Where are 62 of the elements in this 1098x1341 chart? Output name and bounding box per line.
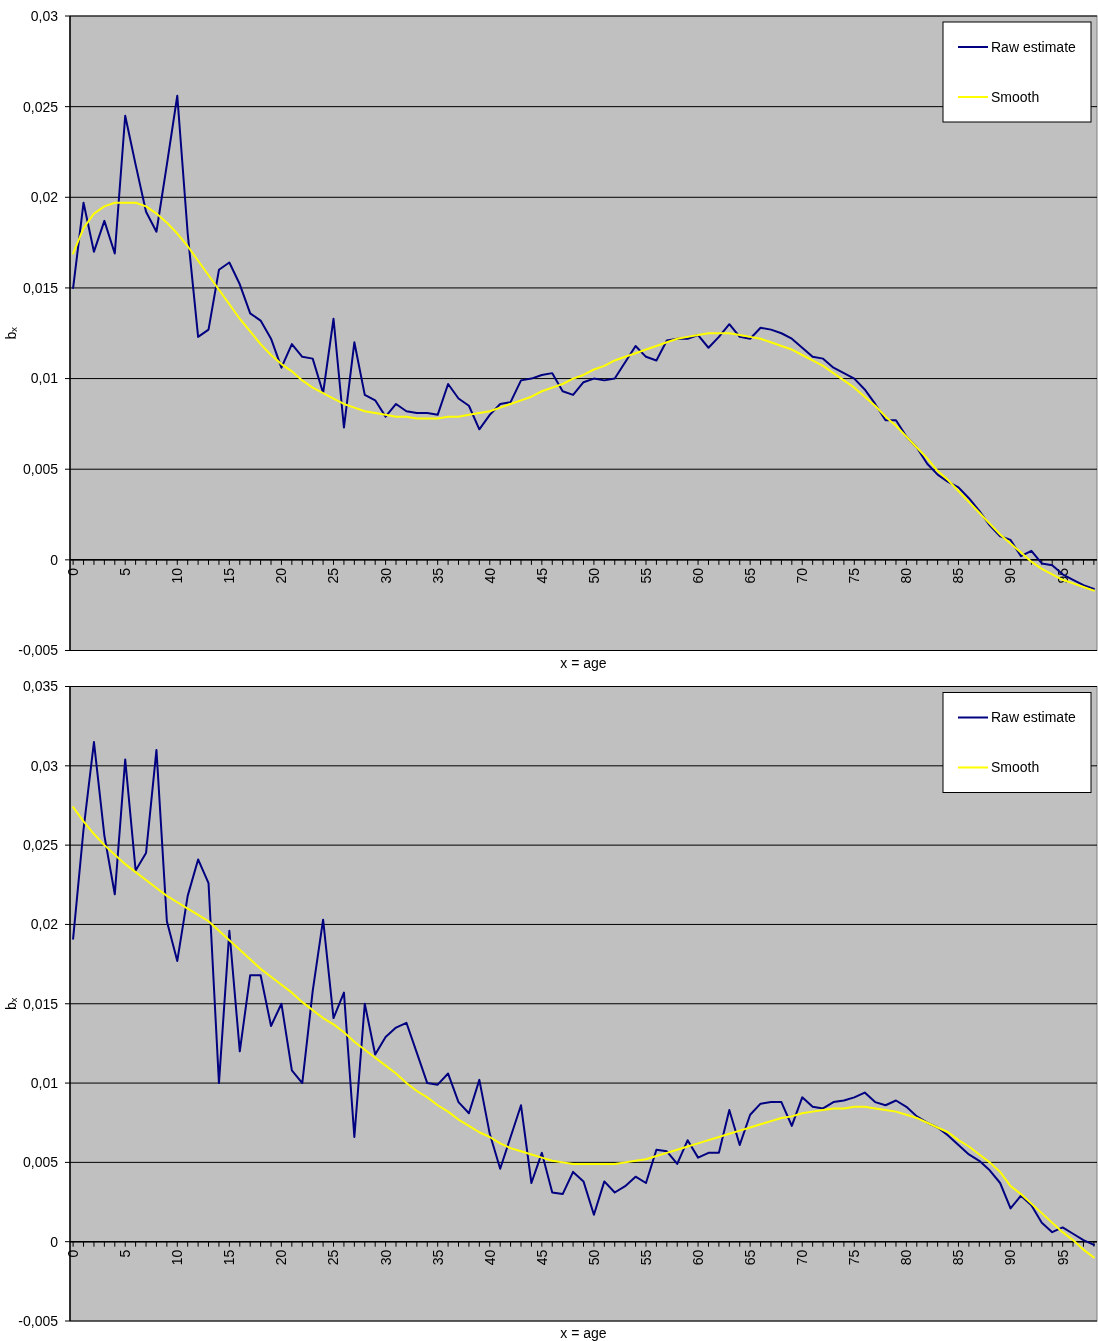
y-tick-label: 0,02 xyxy=(30,916,59,933)
x-tick-label: 60 xyxy=(689,567,706,584)
x-tick-label: 85 xyxy=(950,567,967,584)
legend-label: Smooth xyxy=(991,759,1040,776)
y-tick-label: 0,025 xyxy=(22,837,59,854)
legend-label: Smooth xyxy=(991,88,1040,105)
y-tick-label: 0,01 xyxy=(30,1074,59,1091)
y-tick-label: 0,015 xyxy=(22,995,59,1012)
x-tick-label: 65 xyxy=(742,1249,759,1266)
y-tick-label: 0,02 xyxy=(30,189,59,206)
y-tick-label: 0,005 xyxy=(22,1154,59,1171)
x-tick-label: 65 xyxy=(742,567,759,584)
x-tick-label: 30 xyxy=(377,1249,394,1266)
x-axis-title: x = age xyxy=(560,1325,607,1341)
y-tick-label: 0,035 xyxy=(22,678,59,695)
x-tick-label: 75 xyxy=(846,1249,863,1266)
y-tick-label: 0,025 xyxy=(22,98,59,115)
x-tick-label: 55 xyxy=(637,1249,654,1266)
x-tick-label: 25 xyxy=(325,567,342,584)
x-tick-label: 95 xyxy=(1054,1249,1071,1266)
x-tick-label: 45 xyxy=(533,567,550,584)
x-tick-label: 60 xyxy=(689,1249,706,1266)
x-tick-label: 70 xyxy=(794,567,811,584)
y-axis-title: bₓ xyxy=(3,326,19,340)
x-tick-label: 45 xyxy=(533,1249,550,1266)
x-tick-label: 15 xyxy=(221,567,238,584)
x-tick-label: 80 xyxy=(898,1249,915,1266)
x-tick-label: 85 xyxy=(950,1249,967,1266)
legend-label: Raw estimate xyxy=(991,709,1077,726)
x-tick-label: 20 xyxy=(273,567,290,584)
x-tick-label: 10 xyxy=(169,1249,186,1266)
x-tick-label: 40 xyxy=(481,1249,498,1266)
y-tick-label: 0,015 xyxy=(22,279,59,296)
x-tick-label: 5 xyxy=(117,1249,134,1258)
x-tick-label: 90 xyxy=(1002,567,1019,584)
y-axis-title: bₓ xyxy=(3,997,19,1010)
y-tick-label: -0,005 xyxy=(18,642,59,659)
y-tick-label: 0,01 xyxy=(30,370,59,387)
x-tick-label: 15 xyxy=(221,1249,238,1266)
x-tick-label: 0 xyxy=(65,567,82,576)
x-tick-label: 35 xyxy=(429,1249,446,1266)
y-tick-label: 0,005 xyxy=(22,461,59,478)
x-tick-label: 70 xyxy=(794,1249,811,1266)
legend-label: Raw estimate xyxy=(991,38,1077,55)
y-tick-label: -0,005 xyxy=(18,1312,59,1329)
x-tick-label: 80 xyxy=(898,567,915,584)
x-tick-label: 30 xyxy=(377,567,394,584)
x-tick-label: 90 xyxy=(1002,1249,1019,1266)
y-tick-label: 0,03 xyxy=(30,757,59,774)
x-tick-label: 55 xyxy=(637,567,654,584)
x-tick-label: 35 xyxy=(429,567,446,584)
x-tick-label: 50 xyxy=(585,567,602,584)
y-tick-label: 0,03 xyxy=(30,7,59,24)
x-tick-label: 0 xyxy=(65,1249,82,1258)
x-tick-label: 5 xyxy=(117,567,134,576)
x-tick-label: 10 xyxy=(169,567,186,584)
x-tick-label: 75 xyxy=(846,567,863,584)
x-tick-label: 40 xyxy=(481,567,498,584)
x-tick-label: 25 xyxy=(325,1249,342,1266)
x-tick-label: 20 xyxy=(273,1249,290,1266)
x-tick-label: 50 xyxy=(585,1249,602,1266)
x-axis-title: x = age xyxy=(560,654,607,671)
